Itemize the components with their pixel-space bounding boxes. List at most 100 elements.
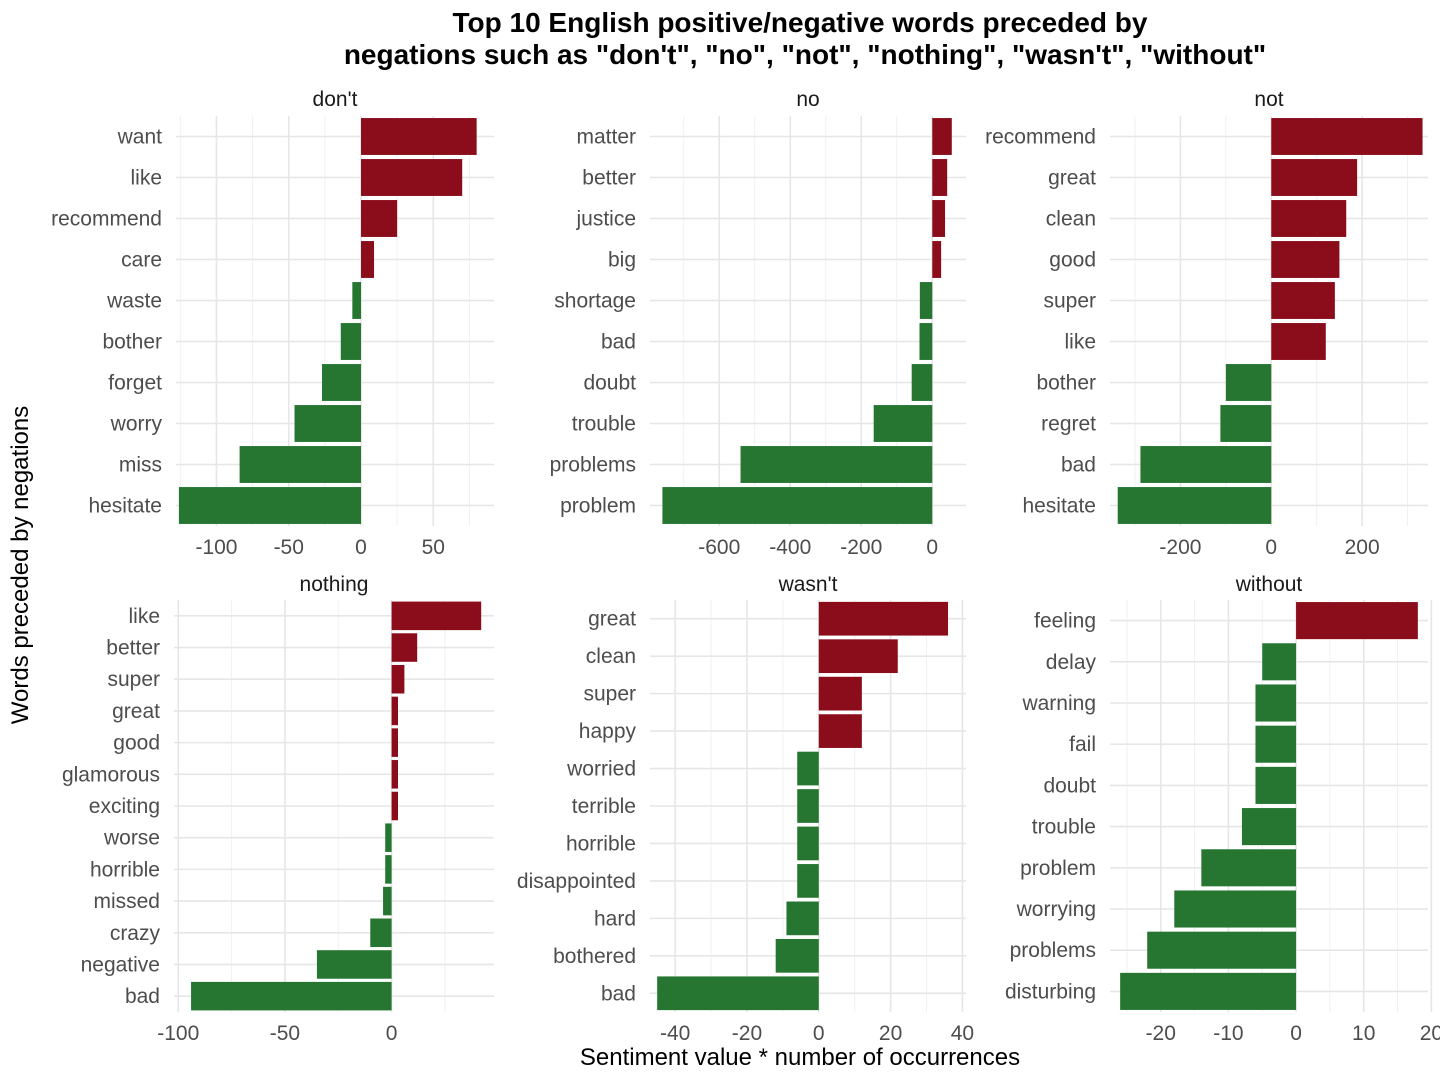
- category-label: bother: [102, 331, 162, 354]
- bar-recommend: [361, 200, 398, 237]
- bar-missed: [383, 886, 392, 916]
- category-label: horrible: [90, 858, 160, 881]
- category-label: great: [588, 608, 636, 631]
- category-label: worse: [103, 827, 160, 850]
- category-label: like: [128, 605, 160, 628]
- category-label: regret: [1041, 413, 1096, 436]
- bar-want: [361, 118, 477, 155]
- category-label: justice: [575, 208, 636, 231]
- bar-recommend: [1271, 118, 1423, 155]
- bar-great: [1271, 159, 1358, 196]
- category-label: shortage: [554, 290, 636, 313]
- x-tick-label: -40: [660, 1022, 690, 1045]
- x-tick-label: -400: [769, 536, 811, 559]
- x-tick-label: 20: [879, 1022, 902, 1045]
- bar-bad: [657, 976, 819, 1011]
- bar-clean: [818, 639, 898, 674]
- category-label: bad: [601, 982, 636, 1005]
- category-label: feeling: [1034, 610, 1096, 633]
- bar-doubt: [911, 364, 933, 401]
- category-label: crazy: [110, 922, 161, 945]
- bar-terrible: [797, 789, 819, 823]
- bar-good: [391, 728, 398, 757]
- facet-6: without -20 -10 0 10 20 feeling delay warning fai…: [1005, 573, 1440, 1045]
- category-label: bothered: [553, 945, 636, 968]
- bar-horrible: [385, 855, 392, 884]
- facet-4: nothing -100 -50 0 like better super great good g…: [62, 573, 494, 1045]
- x-tick-label: -20: [732, 1022, 762, 1045]
- category-label: want: [117, 126, 163, 149]
- category-label: happy: [579, 720, 637, 743]
- category-label: better: [582, 167, 636, 190]
- facet-label: not: [1254, 88, 1283, 111]
- category-label: like: [130, 167, 162, 190]
- category-label: good: [113, 732, 160, 755]
- bar-horrible: [797, 826, 819, 861]
- category-label: problems: [1010, 939, 1096, 962]
- x-tick-label: -100: [195, 536, 237, 559]
- bar-bother: [1225, 364, 1272, 401]
- bar-worse: [385, 823, 392, 852]
- category-label: worried: [566, 758, 636, 781]
- category-label: better: [106, 637, 160, 660]
- bar-fail: [1255, 725, 1297, 763]
- x-tick-label: -50: [270, 1022, 300, 1045]
- x-tick-label: 0: [355, 536, 367, 559]
- facet-1: don't -100 -50 0 50 want like recommend care wast…: [51, 88, 494, 559]
- bar-good: [1271, 241, 1340, 278]
- bar-better: [391, 633, 418, 662]
- x-tick-label: 50: [422, 536, 445, 559]
- bar-warning: [1255, 684, 1297, 722]
- bar-miss: [239, 446, 362, 483]
- bar-problems: [740, 446, 933, 483]
- bar-bad: [1140, 446, 1272, 483]
- bar-matter: [932, 118, 952, 155]
- category-label: matter: [576, 126, 636, 149]
- y-axis-title: Words preceded by negations: [7, 406, 34, 724]
- category-label: waste: [106, 290, 162, 313]
- bar-hesitate: [178, 487, 362, 524]
- bar-crazy: [370, 918, 392, 948]
- category-label: warning: [1021, 692, 1096, 715]
- facet-label: wasn't: [778, 573, 838, 596]
- bar-problem: [1201, 849, 1297, 887]
- category-label: worrying: [1016, 898, 1096, 921]
- category-label: delay: [1046, 651, 1097, 674]
- x-tick-label: -200: [1159, 536, 1201, 559]
- category-label: problem: [1020, 857, 1096, 880]
- category-label: worry: [110, 413, 163, 436]
- bar-better: [932, 159, 948, 196]
- bar-trouble: [873, 405, 933, 442]
- category-label: terrible: [572, 795, 636, 818]
- bar-disturbing: [1120, 972, 1297, 1010]
- bar-care: [361, 241, 375, 278]
- facet-panels: don't-100 -50 0 50wantlikerecommendcarewast…: [51, 88, 1440, 1045]
- facet-5: wasn't -40 -20 0 20 40 great clean super happy wor…: [517, 573, 974, 1045]
- category-label: great: [1048, 167, 1096, 190]
- category-label: bad: [125, 985, 160, 1008]
- category-label: super: [583, 683, 636, 706]
- x-tick-label: 0: [1290, 1022, 1302, 1045]
- category-label: doubt: [583, 372, 636, 395]
- category-label: exciting: [89, 795, 160, 818]
- bar-hard: [786, 901, 819, 936]
- bar-worrying: [1174, 890, 1297, 928]
- category-label: disturbing: [1005, 980, 1096, 1003]
- category-label: bad: [601, 331, 636, 354]
- bar-glamorous: [391, 760, 398, 789]
- category-label: good: [1049, 249, 1096, 272]
- bar-negative: [316, 950, 392, 979]
- bar-justice: [932, 200, 946, 237]
- category-label: trouble: [572, 413, 636, 436]
- x-tick-label: -600: [698, 536, 740, 559]
- category-label: missed: [93, 890, 160, 913]
- category-label: care: [121, 249, 162, 272]
- bar-waste: [352, 282, 362, 319]
- x-tick-label: 0: [813, 1022, 825, 1045]
- x-tick-label: 0: [386, 1022, 398, 1045]
- category-label: negative: [81, 953, 160, 976]
- x-tick-label: -50: [274, 536, 304, 559]
- category-label: disappointed: [517, 870, 636, 893]
- facet-label: without: [1235, 573, 1303, 596]
